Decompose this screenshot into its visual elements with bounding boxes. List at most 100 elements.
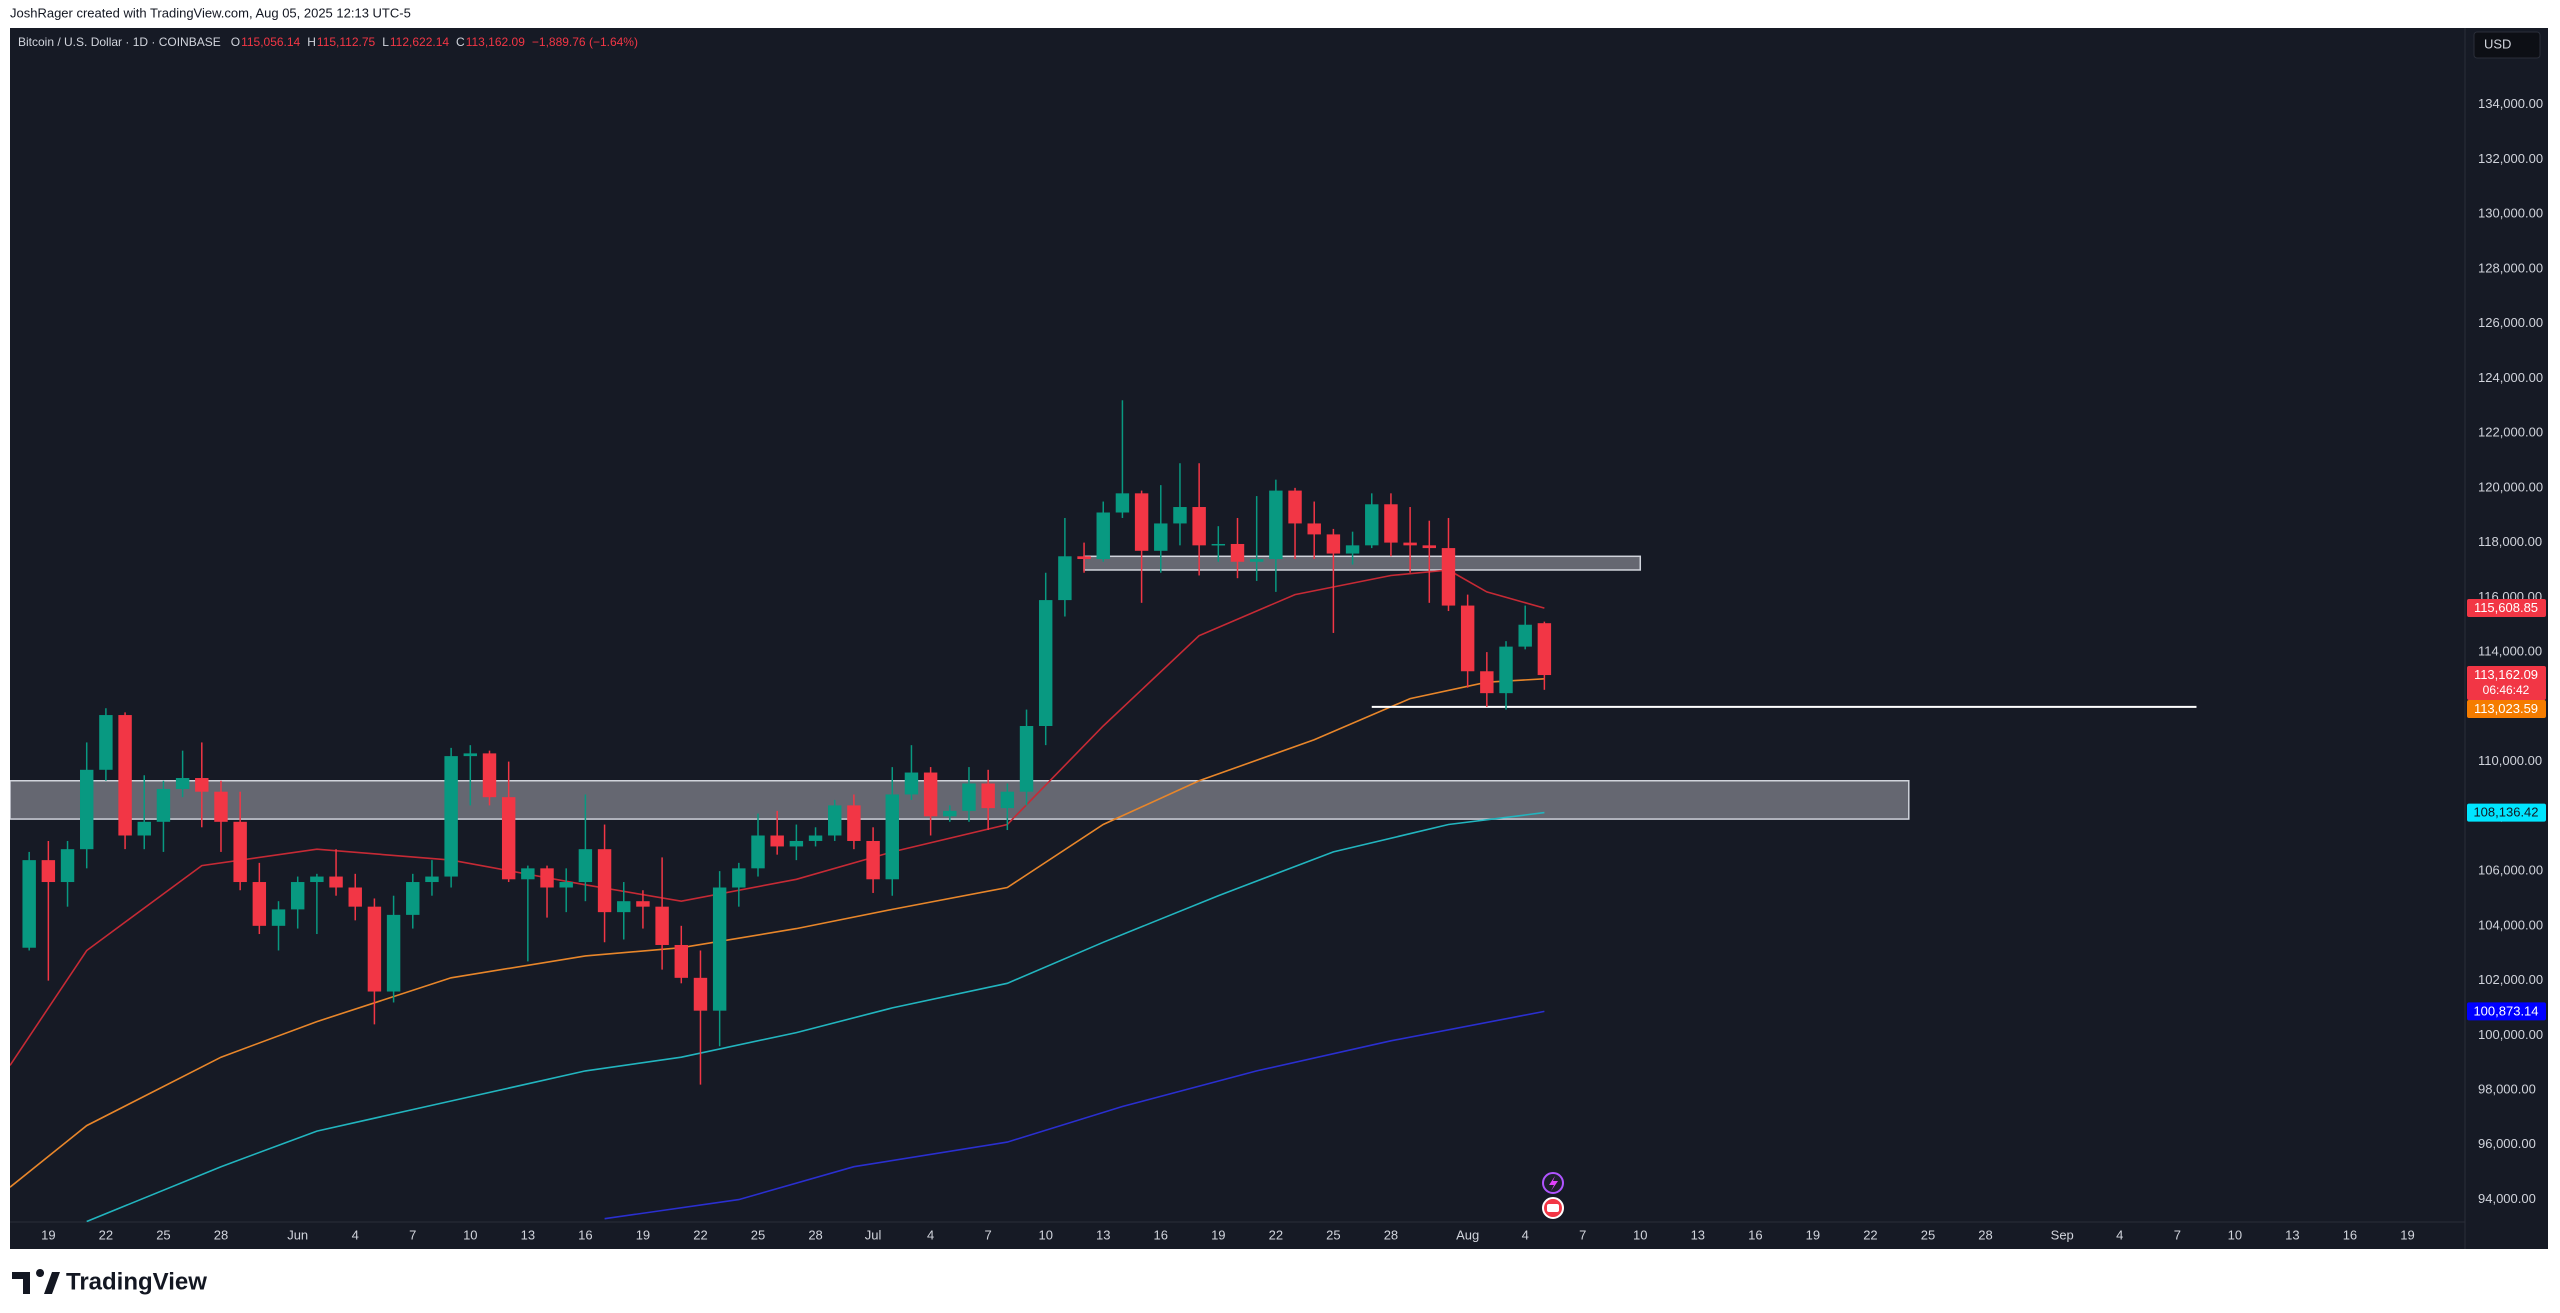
price-tag bbox=[2467, 803, 2546, 822]
candle-body bbox=[847, 805, 861, 841]
candle-body bbox=[310, 876, 324, 883]
x-tick-label: 25 bbox=[156, 1227, 170, 1242]
candle-body bbox=[1000, 791, 1015, 809]
candle-body bbox=[1345, 545, 1360, 554]
moving-average bbox=[604, 1010, 1545, 1220]
x-tick-label: 28 bbox=[1978, 1227, 1992, 1242]
candle-body bbox=[674, 944, 689, 978]
x-tick-label: 7 bbox=[1579, 1227, 1586, 1242]
ohlc-key: O bbox=[231, 35, 240, 49]
candle-body bbox=[1173, 507, 1187, 524]
y-tick-label: 110,000.00 bbox=[2478, 753, 2542, 768]
candle-body bbox=[578, 849, 593, 883]
candle-body bbox=[1499, 646, 1513, 694]
credit: JoshRager created with TradingView.com, … bbox=[10, 5, 411, 20]
symbol: Bitcoin / U.S. Dollar · 1D · COINBASE bbox=[18, 35, 221, 49]
y-tick-label: 122,000.00 bbox=[2478, 425, 2543, 440]
x-tick-label: 7 bbox=[2174, 1227, 2181, 1242]
candle-body bbox=[808, 835, 823, 841]
candle-body bbox=[1230, 543, 1245, 562]
x-tick-label: 22 bbox=[1269, 1227, 1283, 1242]
price-tag-label: 100,873.14 bbox=[2473, 1003, 2538, 1018]
candle-body bbox=[693, 977, 708, 1011]
candle-body bbox=[60, 849, 75, 883]
price-tag bbox=[2467, 599, 2546, 618]
candle-body bbox=[118, 715, 132, 836]
candle-body bbox=[137, 821, 151, 836]
moving-average bbox=[10, 678, 1545, 1188]
candle-body bbox=[482, 753, 497, 798]
x-tick-label: 7 bbox=[985, 1227, 992, 1242]
x-tick-label: 13 bbox=[2285, 1227, 2299, 1242]
zone bbox=[1083, 555, 1642, 571]
candle-body bbox=[444, 756, 458, 877]
event-glyph bbox=[1547, 1204, 1559, 1212]
candle-body bbox=[655, 906, 669, 945]
x-tick-label: 16 bbox=[1748, 1227, 1762, 1242]
candle-body bbox=[1307, 523, 1321, 535]
brand[interactable]: TradingView bbox=[66, 1268, 207, 1295]
zone bbox=[10, 780, 1910, 820]
y-tick-label: 132,000.00 bbox=[2478, 151, 2543, 166]
candle-body bbox=[425, 876, 439, 883]
axes: 94,000.0096,000.0098,000.00100,000.00102… bbox=[41, 96, 2546, 1242]
x-tick-label: 22 bbox=[693, 1227, 707, 1242]
candle-body bbox=[1326, 534, 1341, 554]
currency-box[interactable] bbox=[2473, 31, 2541, 59]
x-tick-label: 22 bbox=[1863, 1227, 1877, 1242]
plot-area bbox=[10, 400, 2197, 1222]
candle-body bbox=[770, 835, 784, 847]
candle-body bbox=[1096, 512, 1110, 560]
candle-body bbox=[195, 778, 209, 792]
candle-body bbox=[904, 772, 919, 795]
candle-body bbox=[1480, 671, 1494, 694]
x-tick-label: 4 bbox=[1522, 1227, 1529, 1242]
ohlc-value: 115,112.75 bbox=[317, 35, 376, 49]
x-tick-label: 10 bbox=[463, 1227, 477, 1242]
price-tag bbox=[2467, 1002, 2546, 1021]
x-tick-label: 25 bbox=[751, 1227, 765, 1242]
candle-body bbox=[1288, 490, 1302, 524]
event-icons bbox=[1542, 1172, 1564, 1219]
candle-body bbox=[156, 788, 171, 822]
candle-body bbox=[1460, 605, 1475, 672]
change: −1,889.76 (−1.64%) bbox=[532, 35, 638, 49]
x-tick-label: 16 bbox=[1154, 1227, 1168, 1242]
candle-body bbox=[617, 901, 631, 913]
candle-body bbox=[866, 840, 880, 880]
x-tick-label: 10 bbox=[2228, 1227, 2242, 1242]
price-tag bbox=[2467, 700, 2546, 719]
chart-panel bbox=[10, 28, 2548, 1249]
x-tick-label: 4 bbox=[2116, 1227, 2123, 1242]
y-tick-label: 130,000.00 bbox=[2478, 206, 2543, 221]
x-tick-label: 22 bbox=[99, 1227, 113, 1242]
candle-body bbox=[80, 769, 94, 850]
candle-body bbox=[252, 882, 267, 926]
candle-body bbox=[962, 783, 976, 811]
candle-body bbox=[981, 783, 995, 809]
candle-body bbox=[1269, 490, 1283, 560]
ohlc-value: 112,622.14 bbox=[390, 35, 449, 49]
candle-body bbox=[1422, 545, 1437, 549]
candle-body bbox=[751, 835, 765, 869]
candle-body bbox=[463, 753, 478, 757]
candle-body bbox=[1537, 623, 1552, 676]
x-tick-label: 10 bbox=[1633, 1227, 1647, 1242]
y-tick-label: 100,000.00 bbox=[2478, 1027, 2543, 1042]
y-tick-label: 106,000.00 bbox=[2478, 863, 2543, 878]
candle-body bbox=[1441, 548, 1456, 606]
x-tick-label: 13 bbox=[1691, 1227, 1705, 1242]
candle-body bbox=[1115, 493, 1130, 513]
x-tick-label: 25 bbox=[1921, 1227, 1935, 1242]
candle-body bbox=[1211, 543, 1226, 546]
x-tick-label: Sep bbox=[2051, 1227, 2074, 1242]
candle-body bbox=[923, 772, 938, 817]
candle-body bbox=[406, 882, 420, 915]
candle-body bbox=[1019, 726, 1034, 792]
price-tag-label: 113,023.59 bbox=[2474, 701, 2538, 716]
candle-body bbox=[540, 868, 554, 888]
x-tick-label: 19 bbox=[636, 1227, 650, 1242]
candle-body bbox=[1518, 624, 1532, 647]
price-tag bbox=[2467, 666, 2546, 701]
